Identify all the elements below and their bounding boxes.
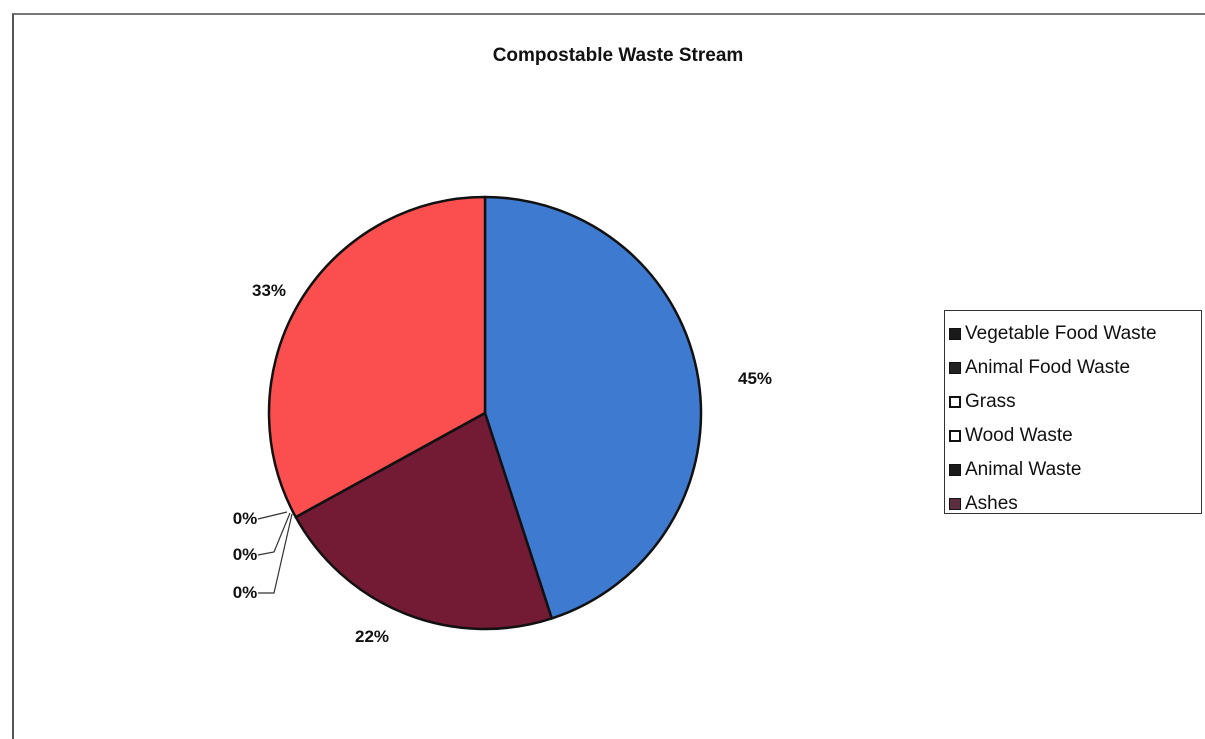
data-label: 0% — [233, 583, 258, 602]
legend-swatch — [949, 328, 961, 340]
legend-label: Vegetable Food Waste — [965, 323, 1157, 344]
pie-slice-vegetable-food-waste — [483, 195, 703, 620]
data-label: 0% — [233, 545, 258, 564]
legend-label: Animal Food Waste — [965, 357, 1131, 378]
legend-swatch — [949, 498, 961, 510]
legend-label: Ashes — [965, 493, 1018, 514]
pie-slices — [267, 195, 703, 631]
legend-label: Wood Waste — [965, 425, 1073, 446]
legend-swatch — [949, 430, 961, 442]
data-label: 0% — [233, 509, 258, 528]
legend-swatch — [949, 396, 961, 408]
legend: Vegetable Food Waste Animal Food Waste Gra… — [944, 310, 1202, 514]
legend-item: Wood Waste — [949, 419, 1201, 453]
pie-slice-ashes — [267, 195, 487, 519]
legend-item: Animal Waste — [949, 453, 1201, 487]
legend-swatch — [949, 464, 961, 476]
leader-line — [257, 512, 291, 556]
leader-line — [258, 513, 293, 594]
data-label: 45% — [738, 369, 772, 388]
legend-item: Ashes — [949, 487, 1201, 521]
legend-item: Animal Food Waste — [949, 351, 1201, 385]
chart-area — [12, 13, 1205, 739]
legend-label: Grass — [965, 391, 1016, 412]
data-label: 22% — [355, 627, 389, 646]
leader-lines — [257, 511, 293, 594]
chart-title: Compostable Waste Stream — [492, 45, 744, 66]
leader-line — [257, 511, 288, 520]
legend-label: Animal Waste — [965, 459, 1082, 480]
data-label: 33% — [252, 281, 286, 300]
slice-labels: 45% 22% 0% 0% 0% 33% — [233, 281, 772, 646]
legend-item: Grass — [949, 385, 1201, 419]
pie-slice-animal-food-waste — [294, 411, 553, 631]
legend-item: Vegetable Food Waste — [949, 317, 1201, 351]
legend-swatch — [949, 362, 961, 374]
